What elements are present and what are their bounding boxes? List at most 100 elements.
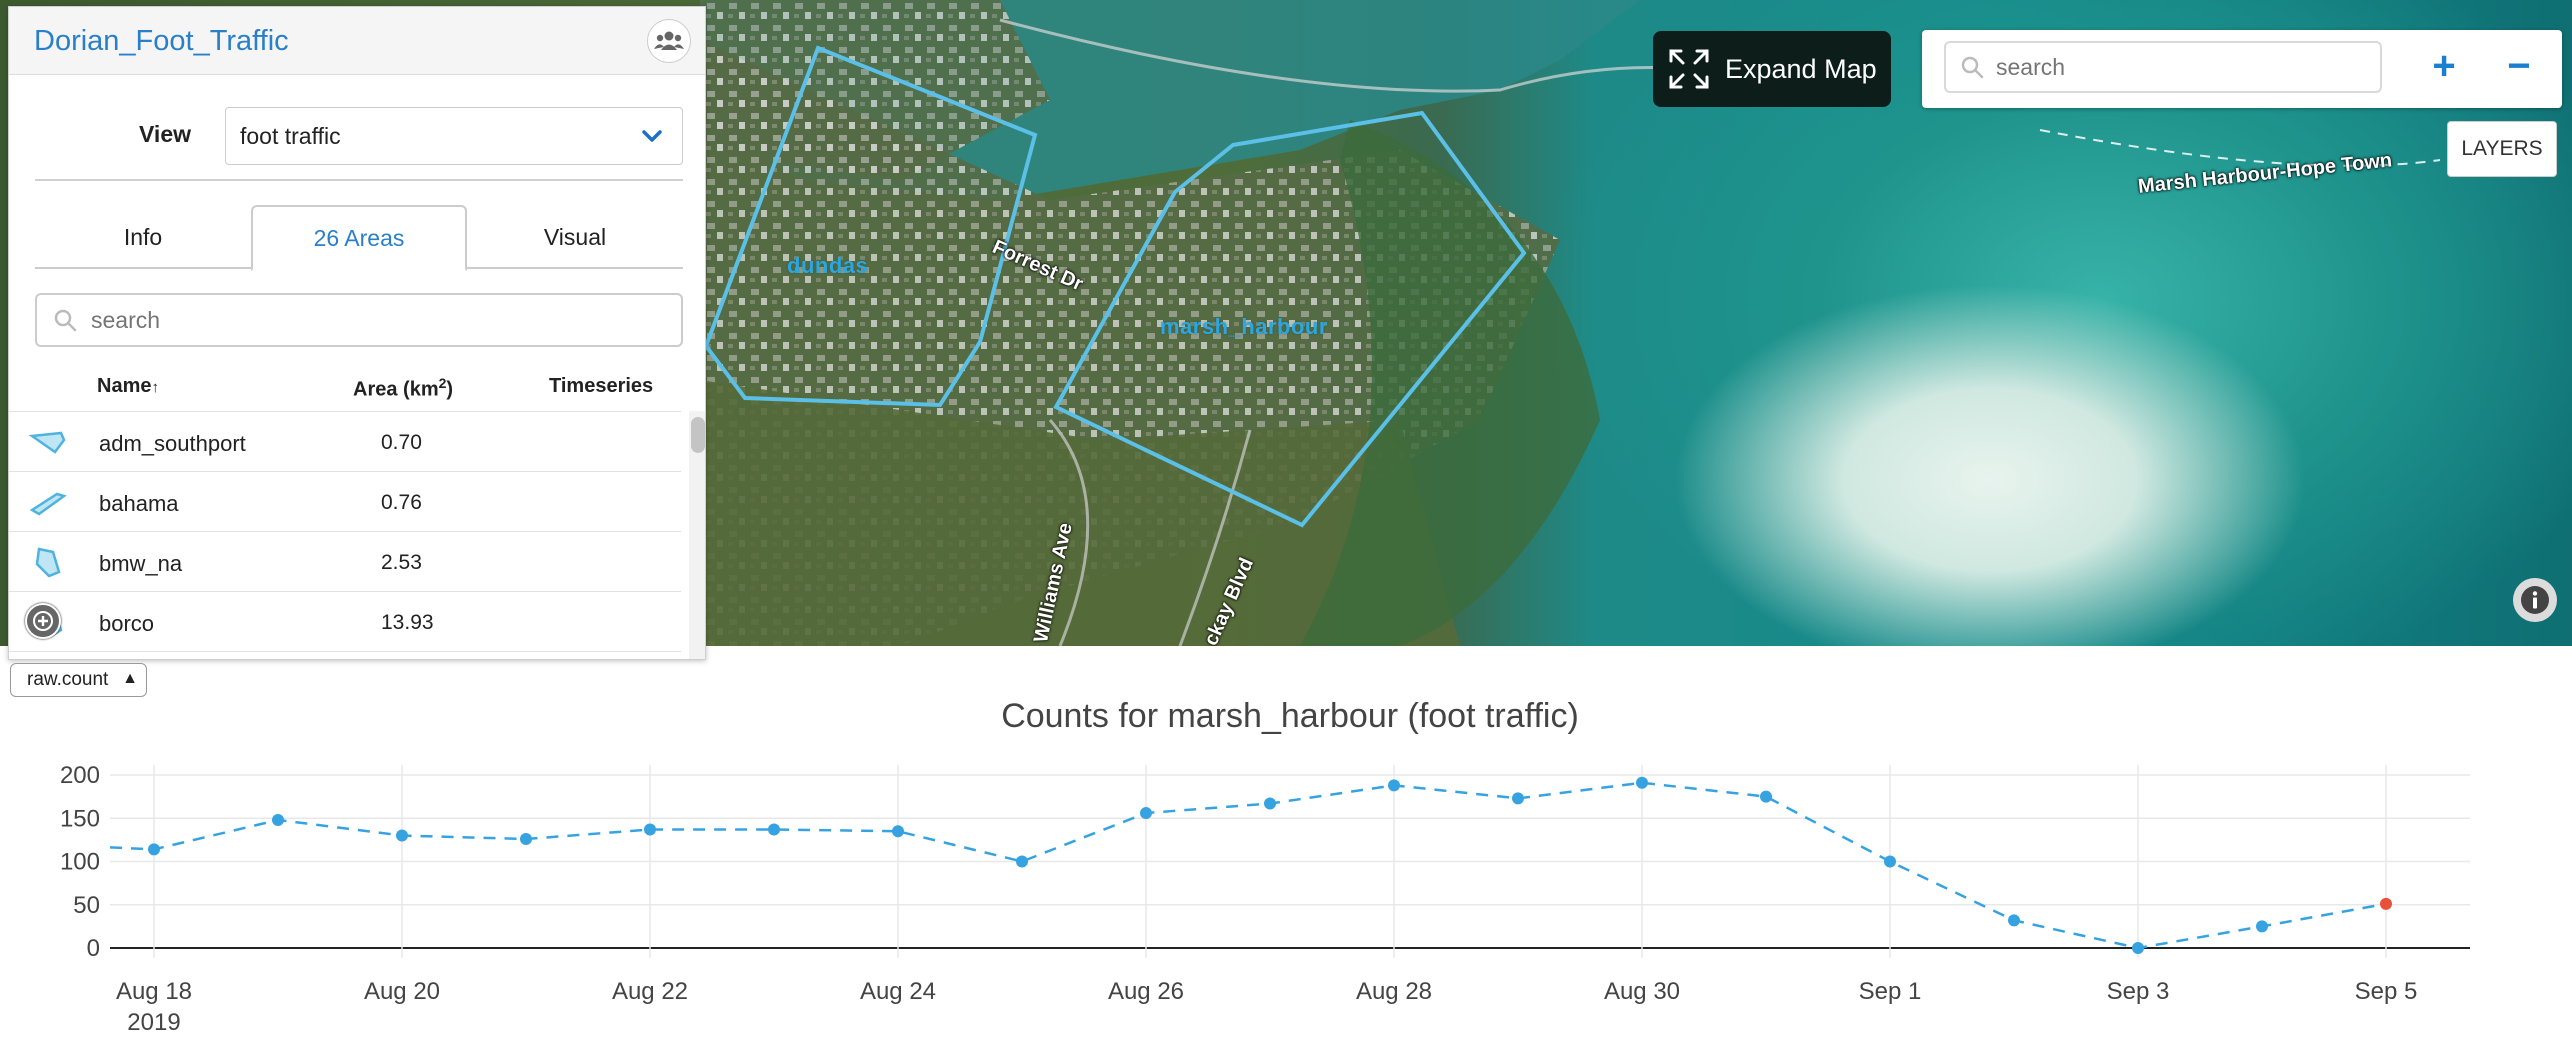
data-point[interactable] [2132,942,2144,954]
y-axis: 0 50 100 150 200 [60,762,100,962]
expand-map-label: Expand Map [1725,53,1877,84]
updown-arrows-icon: ▲ [122,670,138,687]
row-name: adm_southport [99,431,246,456]
view-row: View foot traffic [9,99,705,165]
area-search-box[interactable] [35,293,683,347]
x-tick-label: Aug 30 [1604,978,1680,1005]
x-year-label: 2019 [127,1009,180,1036]
x-tick-label: Aug 24 [860,978,936,1005]
table-row[interactable]: adm_southport 0.70 [9,411,681,471]
y-tick-label: 0 [87,935,100,962]
table-header: Name↑ Area (km2) Timeseries [9,369,705,405]
view-select[interactable]: foot traffic [225,107,683,165]
data-point[interactable] [1884,855,1896,868]
area-search-input[interactable] [91,306,387,334]
data-point[interactable] [2008,914,2020,927]
add-icon [33,611,53,631]
view-label: View [139,121,191,147]
data-point[interactable] [2256,920,2268,933]
x-tick-label: Sep 3 [2107,978,2170,1005]
row-area: 13.93 [381,611,434,634]
column-header-timeseries: Timeseries [549,375,654,397]
data-point[interactable] [148,843,160,856]
x-tick-label: Sep 1 [1859,978,1922,1005]
data-point[interactable] [1388,779,1400,792]
column-header-name[interactable]: Name↑ [97,375,159,397]
tab-areas[interactable]: 26 Areas [251,205,467,271]
panel-title[interactable]: Dorian_Foot_Traffic [34,25,289,57]
chevron-down-icon [642,130,662,142]
metric-select[interactable]: raw.count ▲ [10,663,147,697]
x-tick-label: Aug 18 [116,978,192,1005]
polygon-shape-icon [35,547,61,578]
row-area: 2.53 [381,551,422,574]
x-tick-label: Aug 22 [612,978,688,1005]
series-line [109,781,2387,950]
expand-map-button[interactable]: Expand Map [1653,31,1891,107]
polygon-shape-icon [29,492,67,516]
divider [35,179,683,181]
data-point[interactable] [1016,855,1028,868]
tab-info[interactable]: Info [123,223,163,250]
map-search-box[interactable] [1944,41,2382,93]
expand-icon [1669,49,1709,89]
scrollbar-thumb[interactable] [691,417,705,453]
table-row[interactable]: bahama 0.76 [9,471,681,531]
row-area: 0.76 [381,491,422,514]
area-label-marsh-harbour[interactable]: marsh_harbour [1160,314,1328,339]
column-header-area[interactable]: Area (km2) [353,375,454,401]
share-button[interactable] [647,19,691,63]
view-select-value: foot traffic [240,122,341,149]
x-tick-label: Aug 26 [1108,978,1184,1005]
row-name: bmw_na [99,551,183,576]
metric-select-value: raw.count [27,669,109,690]
layers-button[interactable]: LAYERS [2447,121,2557,177]
dundas-polygon [703,45,1038,408]
row-name: borco [99,611,155,636]
row-name: bahama [99,491,179,516]
zoom-out-button[interactable]: − [2507,44,2531,88]
table-scrollbar[interactable] [689,411,705,659]
data-point[interactable] [520,833,532,846]
data-point-highlighted[interactable] [2380,897,2392,910]
data-point[interactable] [1140,807,1152,820]
marsh-harbour-polygon [1053,110,1527,528]
data-point[interactable] [1264,797,1276,810]
tab-visual[interactable]: Visual [543,223,607,250]
map-view[interactable]: dundas marsh_harbour Forrest Dr Williams… [0,0,2572,646]
x-tick-label: Aug 28 [1356,978,1432,1005]
people-icon [654,31,684,50]
timeseries-chart[interactable]: Counts for marsh_harbour (foot traffic) … [0,690,2572,1048]
zoom-in-button[interactable]: + [2432,44,2456,88]
dataset-panel: Dorian_Foot_Traffic View foot traffic In… [8,6,706,660]
row-area: 0.70 [381,431,422,454]
data-point[interactable] [644,823,656,836]
area-label-dundas[interactable]: dundas [787,253,869,278]
data-point[interactable] [1760,790,1772,803]
data-point[interactable] [396,829,408,842]
panel-header: Dorian_Foot_Traffic [9,7,705,75]
chart-title: Counts for marsh_harbour (foot traffic) [1001,697,1579,735]
table-row[interactable]: borco 13.93 [9,591,681,651]
map-search-input[interactable] [1996,53,2356,81]
series-points [148,776,2392,954]
add-layer-button[interactable] [25,603,61,639]
y-tick-label: 150 [60,805,100,832]
y-tick-label: 100 [60,849,100,876]
data-point[interactable] [1512,792,1524,805]
data-point[interactable] [768,823,780,836]
polygon-shape-icon [29,431,66,454]
x-tick-label: Sep 5 [2355,978,2418,1005]
data-point[interactable] [892,825,904,838]
y-tick-label: 200 [60,762,100,789]
table-row[interactable] [9,651,681,659]
data-point[interactable] [1636,776,1648,789]
data-point[interactable] [272,813,284,826]
panel-tabs: Info 26 Areas Visual [35,205,683,271]
table-row[interactable]: bmw_na 2.53 [9,531,681,591]
y-tick-label: 50 [73,892,100,919]
map-info-button[interactable] [2513,578,2557,622]
x-tick-label: Aug 20 [364,978,440,1005]
search-icon [1961,56,1984,79]
info-icon [2521,586,2549,614]
